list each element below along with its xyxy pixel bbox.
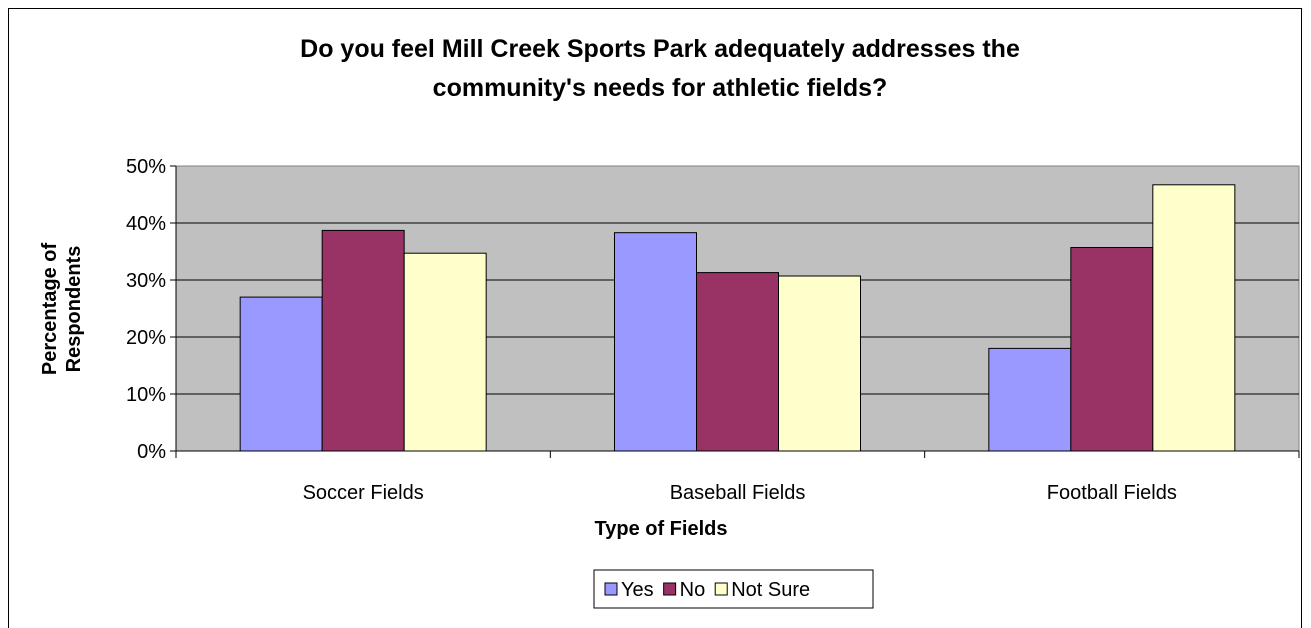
chart-title-line-2: community's needs for athletic fields? <box>433 74 888 102</box>
legend-label: Not Sure <box>731 579 810 601</box>
bar <box>614 232 697 452</box>
bar <box>321 229 405 452</box>
y-tick-label: 30% <box>126 270 166 292</box>
bar <box>778 275 861 452</box>
x-tick-label: Baseball Fields <box>670 482 806 504</box>
legend-box <box>593 569 874 609</box>
bar <box>403 252 487 452</box>
y-tick-label: 50% <box>126 156 166 178</box>
x-tick-label: Football Fields <box>1047 482 1177 504</box>
y-axis-title: Percentage of Respondents <box>39 243 85 376</box>
bar <box>988 347 1072 452</box>
legend-label: Yes <box>621 579 654 601</box>
bar <box>1070 247 1154 452</box>
legend: Yes No Not Sure <box>593 569 874 609</box>
legend-swatch <box>663 582 677 596</box>
y-axis-title-line-2: Respondents <box>63 246 85 373</box>
chart-frame: Do you feel Mill Creek Sports Park adequ… <box>8 8 1302 628</box>
legend-swatch <box>714 582 728 596</box>
x-tick-label: Soccer Fields <box>303 482 424 504</box>
bars-group <box>239 184 1236 452</box>
chart-title-line-1: Do you feel Mill Creek Sports Park adequ… <box>300 35 1020 63</box>
legend-label: No <box>680 579 706 601</box>
bar <box>1152 184 1236 452</box>
y-tick-labels: 0% 10% 20% 30% 40% 50% <box>126 156 166 463</box>
y-tick-label: 10% <box>126 384 166 406</box>
y-axis-title-line-1: Percentage of <box>39 243 61 376</box>
x-axis-title: Type of Fields <box>595 518 728 540</box>
axes-group <box>170 165 1300 458</box>
y-tick-label: 20% <box>126 327 166 349</box>
x-tick-labels: Soccer Fields Baseball Fields Football Fie… <box>303 482 1177 504</box>
bar <box>239 296 323 452</box>
bar <box>696 272 779 452</box>
legend-swatch <box>604 582 618 596</box>
y-tick-label: 40% <box>126 213 166 235</box>
bar-chart: Do you feel Mill Creek Sports Park adequ… <box>39 35 1300 609</box>
y-tick-label: 0% <box>137 441 166 463</box>
